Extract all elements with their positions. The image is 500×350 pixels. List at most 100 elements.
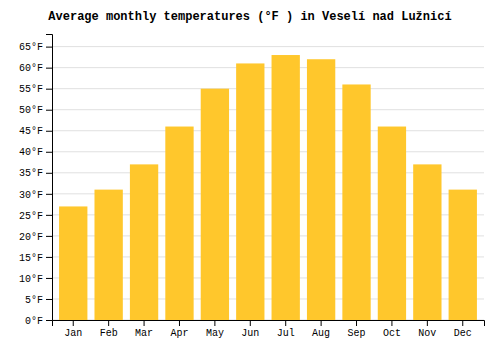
y-tick-label: 60°F (19, 63, 43, 74)
x-tick-label: May (206, 328, 224, 339)
y-tick-label: 50°F (19, 105, 43, 116)
grid (52, 47, 484, 320)
bar (59, 206, 87, 320)
x-tick-mark (214, 320, 215, 326)
x-tick-label: Jan (64, 328, 82, 339)
x-tick-mark (285, 320, 286, 326)
y-tick: 45°F (19, 126, 52, 137)
plot: 0°F 5°F 10°F 15°F 20°F 25°F 30°F 35°F 40°F 45°F 50… (19, 35, 485, 340)
bar (236, 63, 264, 320)
y-tick-label: 15°F (19, 253, 43, 264)
y-tick: 50°F (19, 105, 52, 116)
y-tick: 55°F (19, 84, 52, 95)
y-tick-label: 40°F (19, 147, 43, 158)
x-tick: Mar (135, 320, 153, 339)
x-tick: Jul (277, 320, 295, 339)
y-tick-mark (46, 131, 52, 132)
y-tick: 25°F (19, 211, 52, 222)
y-tick-label: 35°F (19, 168, 43, 179)
x-tick: Nov (418, 320, 436, 339)
x-tick-label: Mar (135, 328, 153, 339)
x-tick-mark (321, 320, 322, 326)
y-tick: 10°F (19, 274, 52, 285)
y-tick-label: 5°F (25, 295, 43, 306)
grid-line (52, 46, 484, 47)
bar (378, 127, 406, 320)
y-tick-mark (46, 320, 52, 321)
y-tick-mark (46, 110, 52, 111)
x-tick-label: Oct (383, 328, 401, 339)
y-tick-label: 10°F (19, 274, 43, 285)
x-tick: Sep (348, 320, 366, 339)
y-tick-label: 0°F (25, 316, 43, 327)
x-tick-mark (179, 320, 180, 326)
y-tick-label: 25°F (19, 211, 43, 222)
y-tick-mark (46, 299, 52, 300)
y-tick: 0°F (25, 316, 52, 327)
y-tick-label: 20°F (19, 232, 43, 243)
y-tick-mark (46, 68, 52, 69)
grid-line (52, 109, 484, 110)
y-tick-mark (46, 215, 52, 216)
y-axis-line (46, 35, 53, 321)
x-tick: Oct (383, 320, 401, 339)
y-tick-mark (46, 278, 52, 279)
grid-line (52, 67, 484, 68)
x-tick: Feb (100, 320, 118, 339)
x-tick: Jan (64, 320, 82, 339)
y-tick-mark (46, 89, 52, 90)
x-tick-mark (356, 320, 357, 326)
x-tick-mark (250, 320, 251, 326)
x-tick-mark (391, 320, 392, 326)
y-tick-mark (46, 236, 52, 237)
x-tick-label: Sep (348, 328, 366, 339)
bar (201, 89, 229, 320)
y-tick-label: 30°F (19, 190, 43, 201)
bars (59, 55, 477, 320)
x-tick-label: Jul (277, 328, 295, 339)
y-tick: 40°F (19, 147, 52, 158)
y-tick: 65°F (19, 42, 52, 53)
y-tick-label: 45°F (19, 126, 43, 137)
grid-line (52, 151, 484, 152)
bar (130, 164, 158, 320)
x-tick: Apr (170, 320, 188, 339)
y-tick-mark (46, 194, 52, 195)
y-tick-mark (46, 152, 52, 153)
bar (413, 164, 441, 320)
x-tick-mark (462, 320, 463, 326)
y-tick-mark (46, 257, 52, 258)
y-tick: 5°F (25, 295, 52, 306)
bar (272, 55, 300, 320)
x-tick: Dec (454, 320, 472, 339)
x-tick-label: Nov (418, 328, 436, 339)
y-tick: 30°F (19, 190, 52, 201)
x-tick-label: Feb (100, 328, 118, 339)
grid-line (52, 88, 484, 89)
y-tick-label: 55°F (19, 84, 43, 95)
y-tick: 20°F (19, 232, 52, 243)
bar (165, 127, 193, 320)
bar (449, 190, 477, 320)
y-tick: 15°F (19, 253, 52, 264)
x-axis-line (53, 321, 485, 327)
x-tick: Aug (312, 320, 330, 339)
y-tick-mark (46, 173, 52, 174)
bar (342, 84, 370, 320)
x-tick-label: Jun (241, 328, 259, 339)
x-tick-mark (427, 320, 428, 326)
bar (307, 59, 335, 320)
y-tick: 35°F (19, 168, 52, 179)
x-axis: Jan Feb Mar Apr May Jun Jul Aug Sep Oct Nov Dec (53, 320, 485, 339)
y-tick-mark (46, 47, 52, 48)
x-tick-mark (73, 320, 74, 326)
y-tick-label: 65°F (19, 42, 43, 53)
y-axis: 0°F 5°F 10°F 15°F 20°F 25°F 30°F 35°F 40°F 45°F 50… (19, 35, 53, 327)
x-tick: May (206, 320, 224, 339)
chart: 0°F 5°F 10°F 15°F 20°F 25°F 30°F 35°F 40°F 45°F 50… (0, 0, 500, 350)
x-tick-label: Apr (170, 328, 188, 339)
x-tick-label: Aug (312, 328, 330, 339)
bar (94, 190, 122, 320)
title: Average monthly temperatures (°F ) in Ve… (48, 10, 451, 24)
x-tick-mark (144, 320, 145, 326)
